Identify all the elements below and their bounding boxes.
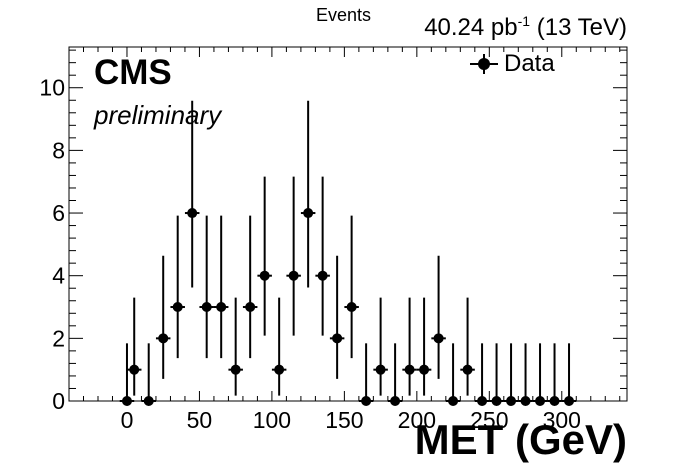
y-axis-label: Events bbox=[316, 5, 372, 25]
x-tick-label: 150 bbox=[325, 407, 363, 433]
data-point bbox=[361, 396, 372, 406]
legend-marker-icon bbox=[470, 52, 498, 76]
energy-label: (13 TeV) bbox=[530, 14, 627, 41]
data-point bbox=[187, 208, 198, 219]
data-point bbox=[375, 364, 386, 375]
luminosity-label: 40.24 pb-1 (13 TeV) bbox=[424, 14, 627, 42]
data-point bbox=[564, 396, 575, 406]
y-tick-label: 10 bbox=[39, 75, 65, 101]
x-tick-label: 50 bbox=[187, 407, 213, 433]
data-point bbox=[491, 396, 502, 406]
y-tick-label: 2 bbox=[52, 325, 65, 351]
x-tick-label: 300 bbox=[543, 407, 581, 433]
luminosity-unit-exponent: -1 bbox=[517, 13, 531, 29]
data-point bbox=[230, 364, 241, 375]
data-point bbox=[549, 396, 560, 406]
data-point bbox=[245, 302, 256, 313]
x-tick-label: 200 bbox=[398, 407, 436, 433]
x-axis-label: MET (GeV) bbox=[414, 416, 627, 463]
data-point bbox=[129, 364, 140, 375]
data-point bbox=[158, 333, 169, 344]
y-tick-label: 4 bbox=[52, 263, 65, 289]
data-point bbox=[259, 270, 270, 281]
x-tick-label: 250 bbox=[470, 407, 508, 433]
x-tick-label: 100 bbox=[253, 407, 291, 433]
data-point bbox=[390, 396, 401, 406]
y-tick-label: 6 bbox=[52, 200, 65, 226]
data-point bbox=[274, 364, 285, 375]
data-point bbox=[404, 364, 415, 375]
y-tick-label: 8 bbox=[52, 137, 65, 163]
preliminary-label: preliminary bbox=[94, 100, 222, 130]
legend: Data bbox=[470, 50, 555, 78]
data-point bbox=[448, 396, 459, 406]
data-point bbox=[462, 364, 473, 375]
data-point bbox=[419, 364, 430, 375]
data-point bbox=[506, 396, 517, 406]
data-point bbox=[201, 302, 212, 313]
data-point bbox=[172, 302, 183, 313]
data-point bbox=[143, 396, 154, 406]
legend-entry-data: Data bbox=[504, 50, 555, 77]
y-tick-label: 0 bbox=[52, 388, 65, 414]
data-point bbox=[303, 208, 314, 219]
x-tick-label: 0 bbox=[121, 407, 134, 433]
data-point bbox=[535, 396, 546, 406]
data-point bbox=[288, 270, 299, 281]
data-point bbox=[317, 270, 328, 281]
plot-frame bbox=[68, 46, 628, 402]
data-point bbox=[216, 302, 227, 313]
data-point bbox=[121, 396, 132, 406]
luminosity-value: 40.24 pb bbox=[424, 14, 518, 41]
data-point bbox=[520, 396, 531, 406]
cms-label: CMS bbox=[94, 53, 172, 92]
data-point bbox=[332, 333, 343, 344]
data-point bbox=[433, 333, 444, 344]
data-point bbox=[346, 302, 357, 313]
data-point bbox=[477, 396, 488, 406]
